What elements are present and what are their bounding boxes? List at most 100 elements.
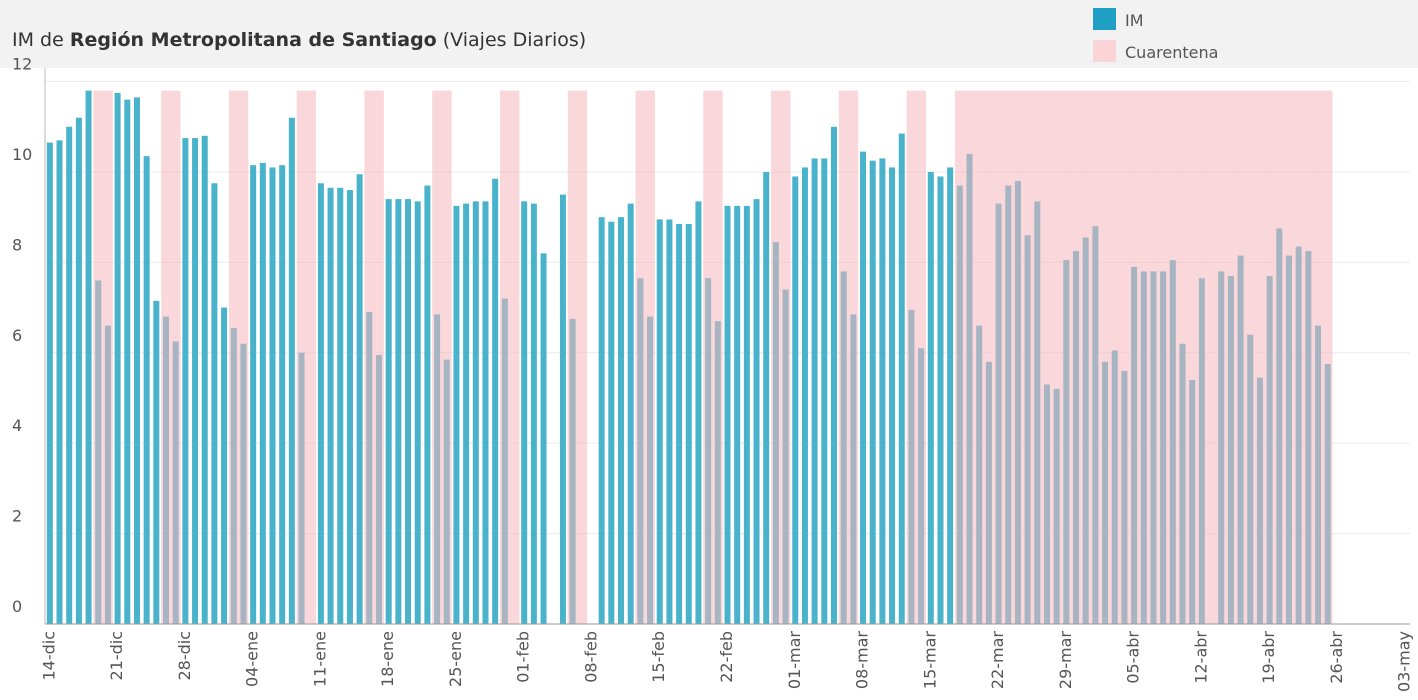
y-tick-label: 10 — [12, 145, 32, 164]
bar — [143, 156, 150, 624]
bar — [288, 117, 295, 625]
bar — [618, 217, 625, 625]
bar — [66, 126, 73, 625]
bar — [666, 219, 673, 624]
quarantine-band — [1284, 90, 1294, 624]
bar — [211, 183, 218, 624]
quarantine-band — [1322, 90, 1333, 624]
quarantine-band — [228, 90, 239, 624]
quarantine-band — [1022, 90, 1033, 624]
quarantine-band — [1303, 90, 1314, 624]
bar — [395, 199, 402, 625]
bar — [530, 203, 537, 625]
quarantine-band — [1187, 90, 1198, 624]
bar — [947, 167, 954, 625]
x-tick-label: 28-dic — [175, 631, 194, 681]
bar — [753, 199, 760, 625]
title-prefix: IM de — [12, 29, 64, 51]
x-tick-label: 01-mar — [785, 631, 804, 690]
bar — [192, 138, 199, 624]
quarantine-band — [1119, 90, 1130, 624]
x-tick-label: 26-abr — [1327, 631, 1346, 684]
quarantine-band — [906, 90, 917, 624]
quarantine-band — [1042, 90, 1052, 624]
quarantine-band — [567, 90, 578, 624]
quarantine-band — [993, 90, 1004, 624]
quarantine-band — [1274, 90, 1285, 624]
quarantine-band — [1158, 90, 1168, 624]
quarantine-band — [364, 90, 375, 624]
quarantine-band — [1245, 90, 1256, 624]
legend-label: Cuarentena — [1125, 43, 1218, 62]
quarantine-band — [1148, 90, 1159, 624]
quarantine-band — [1013, 90, 1023, 624]
y-tick-label: 6 — [12, 326, 22, 345]
quarantine-band — [838, 90, 849, 624]
bar — [763, 171, 770, 625]
bar — [821, 158, 828, 625]
x-tick-label: 25-ene — [446, 631, 465, 687]
title-region: Región Metropolitana de Santiago — [70, 29, 437, 51]
quarantine-band — [1109, 90, 1120, 624]
quarantine-band — [1090, 90, 1101, 624]
quarantine-band — [916, 90, 926, 624]
bar — [937, 176, 944, 625]
bar — [482, 201, 489, 624]
y-tick-label: 8 — [12, 235, 22, 254]
x-tick-label: 22-mar — [988, 631, 1007, 690]
bar — [695, 201, 702, 624]
bar — [598, 217, 605, 625]
bar — [279, 165, 286, 624]
bar — [685, 223, 692, 624]
quarantine-band — [1226, 90, 1236, 624]
bar — [608, 221, 615, 625]
x-tick-label: 29-mar — [1056, 631, 1075, 690]
quarantine-band — [161, 90, 171, 624]
quarantine-band — [374, 90, 384, 624]
bar — [259, 162, 266, 625]
quarantine-band — [1255, 90, 1265, 624]
quarantine-band — [703, 90, 713, 624]
bar — [46, 142, 53, 624]
bar — [56, 140, 63, 625]
bar — [472, 201, 479, 624]
chart-title: IM de Región Metropolitana de Santiago (… — [12, 29, 586, 51]
x-tick-label: 04-ene — [243, 631, 262, 687]
bar — [898, 133, 905, 624]
quarantine-band — [1071, 90, 1081, 624]
quarantine-band — [103, 90, 113, 624]
bar — [327, 187, 334, 624]
quarantine-band — [712, 90, 723, 624]
quarantine-band — [432, 90, 442, 624]
bar — [521, 201, 528, 624]
bar — [559, 194, 566, 625]
bar — [114, 92, 121, 624]
bar — [424, 185, 431, 625]
bar — [85, 90, 92, 624]
bar — [453, 205, 460, 624]
x-tick-label: 11-ene — [310, 631, 329, 687]
y-tick-label: 2 — [12, 507, 22, 526]
bar — [182, 138, 189, 624]
x-tick-label: 12-abr — [1191, 631, 1210, 684]
bar — [927, 171, 934, 625]
y-tick-label: 4 — [12, 416, 22, 435]
x-tick-label: 14-dic — [39, 631, 58, 681]
quarantine-band — [1100, 90, 1110, 624]
x-tick-label: 05-abr — [1124, 631, 1143, 684]
x-tick-label: 01-feb — [514, 631, 533, 683]
bar — [317, 183, 324, 624]
quarantine-band — [296, 90, 307, 624]
quarantine-band — [1051, 90, 1062, 624]
quarantine-band — [955, 90, 965, 624]
bar — [792, 176, 799, 625]
bar — [627, 203, 634, 625]
quarantine-band — [238, 90, 249, 624]
bar — [869, 160, 876, 624]
quarantine-band — [1032, 90, 1043, 624]
quarantine-band — [974, 90, 985, 624]
x-tick-label: 08-feb — [581, 631, 600, 683]
bar — [405, 199, 412, 625]
quarantine-band — [1235, 90, 1246, 624]
